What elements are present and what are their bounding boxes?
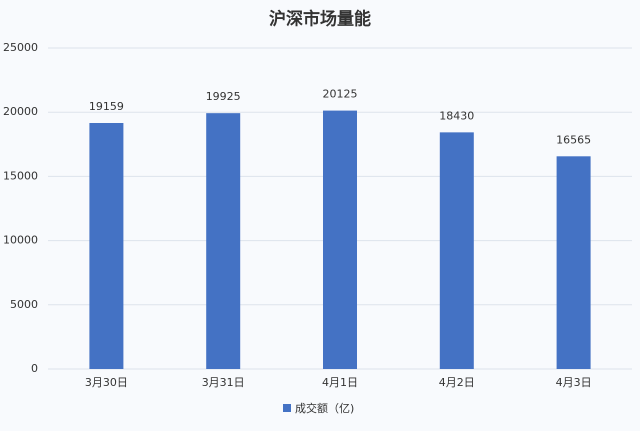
x-tick-label: 3月30日 bbox=[85, 376, 128, 389]
x-tick-label: 4月3日 bbox=[556, 376, 592, 389]
legend-swatch bbox=[283, 404, 291, 412]
chart-title: 沪深市场量能 bbox=[269, 9, 371, 30]
data-label: 16565 bbox=[556, 133, 591, 146]
bar bbox=[439, 132, 474, 369]
x-tick-label: 4月1日 bbox=[322, 376, 358, 389]
x-tick-label: 4月2日 bbox=[439, 376, 475, 389]
bar bbox=[89, 122, 124, 369]
y-tick-label: 25000 bbox=[3, 41, 38, 54]
data-label: 20125 bbox=[323, 88, 358, 101]
x-tick-label: 3月31日 bbox=[202, 376, 245, 389]
y-tick-label: 10000 bbox=[3, 234, 38, 247]
data-label: 18430 bbox=[439, 109, 474, 122]
bar bbox=[206, 113, 241, 370]
data-label: 19925 bbox=[206, 90, 241, 103]
bar bbox=[556, 156, 591, 369]
data-label: 19159 bbox=[89, 100, 124, 113]
y-tick-label: 0 bbox=[31, 362, 38, 375]
y-tick-label: 5000 bbox=[10, 298, 38, 311]
bar bbox=[323, 110, 357, 369]
y-tick-label: 20000 bbox=[3, 105, 38, 118]
legend-label: 成交额（亿) bbox=[295, 401, 354, 415]
y-tick-label: 15000 bbox=[3, 169, 38, 182]
